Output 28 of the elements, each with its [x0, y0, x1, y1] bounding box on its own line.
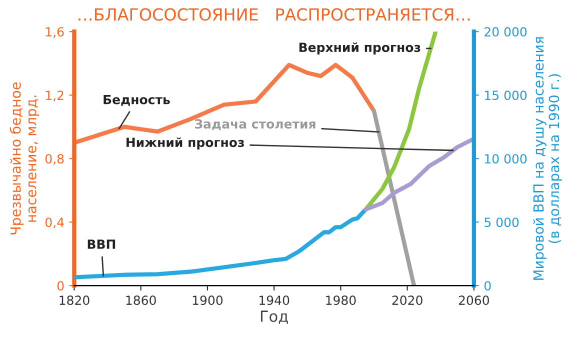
x-tick-label: 1980 — [326, 296, 356, 305]
x-tick-label: 1940 — [260, 296, 290, 305]
line-series — [364, 137, 474, 212]
y2-tick-label: 10 000 — [485, 154, 527, 164]
y-tick-label: 1,6 — [46, 27, 64, 38]
x-tick-label: 1820 — [60, 296, 90, 305]
text: Нижний прогноз — [126, 137, 244, 150]
text: Задача столетия — [195, 119, 316, 130]
series-label: Верхний прогноз — [299, 42, 420, 54]
x-tick-label: 2020 — [392, 296, 422, 305]
y-tick-label: 1,2 — [46, 90, 64, 102]
chart-title: …БЛАГОСОСТОЯНИЕ РАСПРОСТРАНЯЕТСЯ… — [78, 8, 470, 21]
y-tick-label: 0 — [57, 281, 64, 291]
y-tick-label: 0,8 — [45, 154, 64, 165]
series-label: Бедность — [104, 95, 170, 106]
y2-axis-title: Мировой ВВП на душу населения (в долларах на 1990 г.) — [533, 37, 562, 280]
line-series — [74, 207, 368, 280]
text: ВВП — [88, 240, 116, 249]
x-tick-label: 2060 — [458, 296, 490, 305]
x-axis-title: Год — [260, 310, 288, 324]
y2-tick-label: 20 000 — [484, 27, 527, 37]
y-tick-label: 0,4 — [45, 218, 64, 228]
x-tick-label: 1900 — [192, 296, 223, 305]
y-axis-title: Чрезвычайно бедное население, млрд. — [10, 82, 40, 234]
y2-tick-label: 5 000 — [484, 218, 519, 228]
x-tick-label: 1860 — [126, 296, 156, 305]
y2-tick-label: 15 000 — [485, 90, 527, 100]
y2-tick-label: 0 — [484, 281, 491, 291]
